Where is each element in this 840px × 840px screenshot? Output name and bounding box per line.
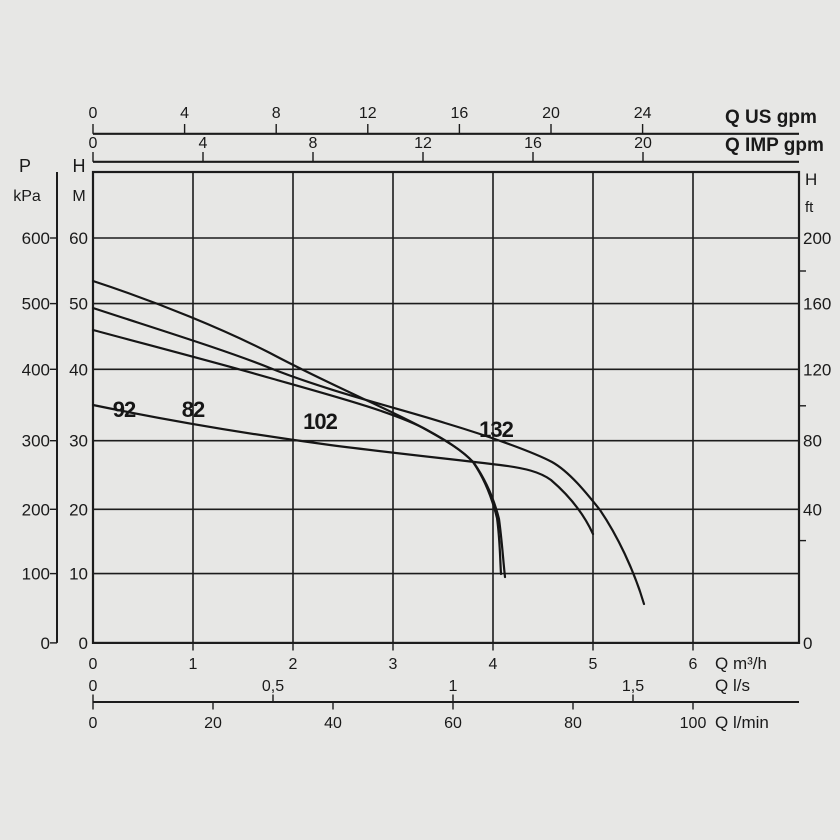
svg-text:10: 10 bbox=[69, 565, 88, 584]
svg-text:20: 20 bbox=[634, 135, 652, 152]
svg-text:Q US gpm: Q US gpm bbox=[725, 107, 817, 128]
svg-text:5: 5 bbox=[589, 656, 598, 673]
svg-text:4: 4 bbox=[199, 135, 208, 152]
svg-text:12: 12 bbox=[359, 105, 377, 122]
svg-text:80: 80 bbox=[803, 432, 822, 451]
svg-text:40: 40 bbox=[803, 500, 822, 519]
svg-text:60: 60 bbox=[444, 715, 462, 732]
svg-text:20: 20 bbox=[69, 500, 88, 519]
svg-text:0: 0 bbox=[89, 135, 98, 152]
svg-text:600: 600 bbox=[22, 229, 50, 248]
svg-text:82: 82 bbox=[182, 397, 205, 422]
svg-text:0: 0 bbox=[89, 715, 98, 732]
svg-text:0: 0 bbox=[89, 105, 98, 122]
svg-text:92: 92 bbox=[113, 397, 136, 422]
svg-text:100: 100 bbox=[22, 565, 50, 584]
svg-text:160: 160 bbox=[803, 295, 831, 314]
svg-text:6: 6 bbox=[689, 656, 698, 673]
svg-text:12: 12 bbox=[414, 135, 432, 152]
svg-text:1,5: 1,5 bbox=[622, 678, 644, 695]
svg-text:24: 24 bbox=[634, 105, 652, 122]
svg-text:2: 2 bbox=[289, 656, 298, 673]
svg-text:20: 20 bbox=[542, 105, 560, 122]
svg-text:0: 0 bbox=[41, 634, 50, 653]
svg-text:0: 0 bbox=[79, 634, 88, 653]
svg-text:200: 200 bbox=[22, 500, 50, 519]
svg-text:200: 200 bbox=[803, 229, 831, 248]
svg-text:3: 3 bbox=[389, 656, 398, 673]
svg-text:120: 120 bbox=[803, 360, 831, 379]
svg-text:0: 0 bbox=[89, 656, 98, 673]
svg-text:H: H bbox=[805, 170, 817, 189]
svg-text:16: 16 bbox=[451, 105, 469, 122]
svg-text:80: 80 bbox=[564, 715, 582, 732]
svg-text:300: 300 bbox=[22, 432, 50, 451]
svg-text:102: 102 bbox=[303, 409, 337, 434]
svg-text:Q l/s: Q l/s bbox=[715, 676, 750, 695]
svg-text:Q m³/h: Q m³/h bbox=[715, 654, 767, 673]
svg-text:100: 100 bbox=[680, 715, 707, 732]
svg-text:P: P bbox=[19, 156, 31, 176]
svg-text:kPa: kPa bbox=[13, 188, 41, 205]
svg-text:ft: ft bbox=[805, 199, 814, 216]
svg-text:0: 0 bbox=[803, 634, 812, 653]
svg-text:60: 60 bbox=[69, 229, 88, 248]
svg-text:0,5: 0,5 bbox=[262, 678, 284, 695]
svg-text:H: H bbox=[73, 156, 86, 176]
svg-text:0: 0 bbox=[89, 678, 98, 695]
svg-text:132: 132 bbox=[479, 417, 513, 442]
svg-text:400: 400 bbox=[22, 360, 50, 379]
svg-text:40: 40 bbox=[69, 360, 88, 379]
svg-text:8: 8 bbox=[272, 105, 281, 122]
svg-text:4: 4 bbox=[489, 656, 498, 673]
svg-text:50: 50 bbox=[69, 295, 88, 314]
svg-text:8: 8 bbox=[309, 135, 318, 152]
svg-text:20: 20 bbox=[204, 715, 222, 732]
svg-text:1: 1 bbox=[449, 678, 458, 695]
svg-text:1: 1 bbox=[189, 656, 198, 673]
svg-text:30: 30 bbox=[69, 432, 88, 451]
svg-text:M: M bbox=[72, 188, 85, 205]
svg-text:4: 4 bbox=[180, 105, 189, 122]
svg-text:16: 16 bbox=[524, 135, 542, 152]
svg-text:40: 40 bbox=[324, 715, 342, 732]
svg-text:500: 500 bbox=[22, 295, 50, 314]
svg-text:Q IMP gpm: Q IMP gpm bbox=[725, 135, 824, 156]
svg-text:Q l/min: Q l/min bbox=[715, 713, 769, 732]
